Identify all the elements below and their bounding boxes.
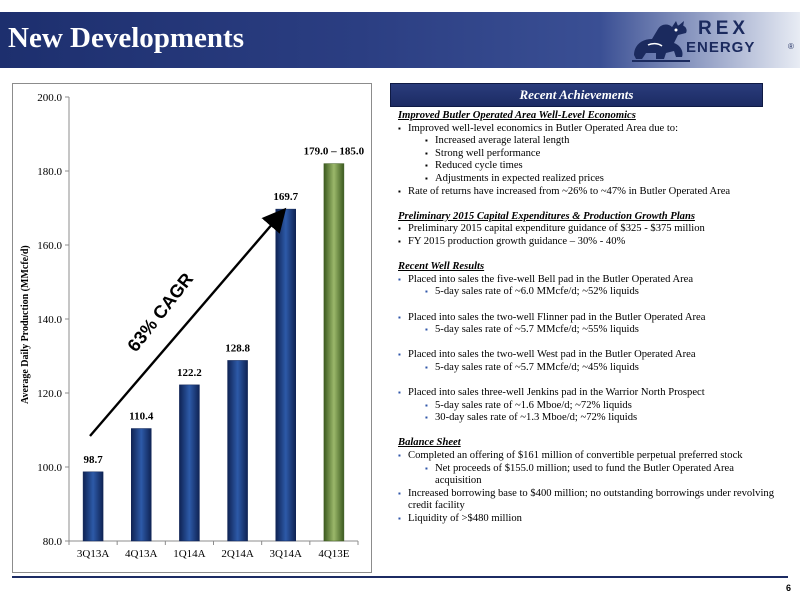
x-tick-label: 4Q13A	[125, 548, 157, 560]
cagr-annotation: 63% CAGR	[123, 269, 197, 355]
bullet-item: Increased borrowing base to $400 million…	[398, 488, 778, 513]
bullet-item: Placed into sales the two-well Flinner p…	[398, 312, 778, 325]
chart-data-labels: 98.7 110.4 122.2 128.8 169.7 179.0 – 185.0	[83, 146, 364, 466]
y-tick-label: 180.0	[37, 166, 62, 178]
page-title: New Developments	[8, 22, 244, 54]
x-tick-label: 3Q14A	[270, 548, 302, 560]
section-title: Preliminary 2015 Capital Expenditures & …	[398, 210, 695, 222]
bullet-item: Liquidity of >$480 million	[398, 513, 778, 526]
y-tick-label: 160.0	[37, 240, 62, 252]
data-label: 122.2	[177, 367, 202, 379]
spacer	[398, 337, 778, 350]
sub-bullet-item: Increased average lateral length	[398, 135, 778, 148]
x-tick-label: 1Q14A	[173, 548, 205, 560]
bullet-item: Placed into sales three-well Jenkins pad…	[398, 387, 778, 400]
section-spacer	[398, 198, 778, 211]
header-banner: New Developments REX ENERGY ®	[0, 12, 800, 68]
data-label: 128.8	[225, 342, 250, 354]
footer-divider	[12, 576, 788, 578]
sub-bullet-item: 5-day sales rate of ~5.7 MMcfe/d; ~55% l…	[398, 324, 778, 337]
data-label: 110.4	[129, 411, 154, 423]
rex-energy-logo: REX ENERGY ®	[628, 14, 798, 66]
bullet-item: Completed an offering of $161 million of…	[398, 450, 778, 463]
cagr-arrow	[89, 207, 287, 437]
dinosaur-logo-icon	[632, 21, 690, 62]
bar-3q13a	[82, 471, 104, 542]
sub-bullet-item: 5-day sales rate of ~1.6 Mboe/d; ~72% li…	[398, 400, 778, 413]
bar-4q13e	[323, 163, 345, 542]
spacer	[398, 299, 778, 312]
data-label: 169.7	[273, 191, 298, 203]
section-spacer	[398, 425, 778, 438]
chart-x-ticks: 3Q13A 4Q13A 1Q14A 2Q14A 3Q14A 4Q13E	[68, 541, 359, 560]
logo-text-rex: REX	[698, 18, 750, 39]
sub-bullet-item: 30-day sales rate of ~1.3 Mboe/d; ~72% l…	[398, 412, 778, 425]
sub-bullet-item: 5-day sales rate of ~6.0 MMcfe/d; ~52% l…	[398, 286, 778, 299]
section-title: Improved Butler Operated Area Well-Level…	[398, 110, 636, 121]
bullet-item: Improved well-level economics in Butler …	[398, 123, 778, 136]
chart-axes	[68, 97, 358, 542]
bullet-item: Placed into sales the two-well West pad …	[398, 349, 778, 362]
bar-2q14a	[227, 360, 248, 542]
sub-bullet-item: Net proceeds of $155.0 million; used to …	[398, 463, 778, 488]
section-title: Balance Sheet	[398, 437, 461, 449]
logo-text-energy: ENERGY	[686, 39, 756, 56]
bullet-item: Preliminary 2015 capital expenditure gui…	[398, 223, 778, 236]
bar-4q13a	[131, 428, 152, 542]
section-title: Recent Well Results	[398, 261, 485, 273]
bullet-item: Placed into sales the five-well Bell pad…	[398, 274, 778, 287]
x-tick-label: 4Q13E	[318, 548, 349, 560]
y-tick-label: 120.0	[37, 388, 62, 400]
chart-bars	[82, 163, 345, 542]
recent-achievements-header: Recent Achievements	[390, 83, 763, 107]
sub-bullet-item: Reduced cycle times	[398, 160, 778, 173]
sub-bullet-item: 5-day sales rate of ~5.7 MMcfe/d; ~45% l…	[398, 362, 778, 375]
data-label: 98.7	[83, 454, 103, 466]
registered-mark: ®	[788, 42, 794, 51]
production-chart-svg: Average Daily Production (MMcfe/d) 98.7 1…	[20, 92, 365, 560]
y-tick-label: 140.0	[37, 314, 62, 326]
data-label: 179.0 – 185.0	[304, 146, 365, 158]
page-number: 6	[786, 583, 792, 593]
x-tick-label: 2Q14A	[221, 548, 253, 560]
recent-achievements-content: Improved Butler Operated Area Well-Level…	[398, 110, 778, 526]
y-tick-label: 80.0	[43, 536, 63, 548]
spacer	[398, 374, 778, 387]
bullet-item: FY 2015 production growth guidance – 30%…	[398, 236, 778, 249]
y-tick-label: 100.0	[37, 462, 62, 474]
production-chart: Average Daily Production (MMcfe/d) 98.7 1…	[12, 83, 372, 573]
sub-bullet-item: Strong well performance	[398, 148, 778, 161]
chart-y-ticks: 80.0 100.0 120.0 140.0 160.0 180.0 200.0	[37, 92, 69, 548]
bar-3q14a	[275, 208, 296, 542]
section-spacer	[398, 249, 778, 262]
x-tick-label: 3Q13A	[77, 548, 109, 560]
bar-1q14a	[179, 384, 200, 542]
y-tick-label: 200.0	[37, 92, 62, 104]
y-axis-label: Average Daily Production (MMcfe/d)	[20, 245, 31, 404]
bullet-item: Rate of returns have increased from ~26%…	[398, 186, 778, 199]
sub-bullet-item: Adjustments in expected realized prices	[398, 173, 778, 186]
